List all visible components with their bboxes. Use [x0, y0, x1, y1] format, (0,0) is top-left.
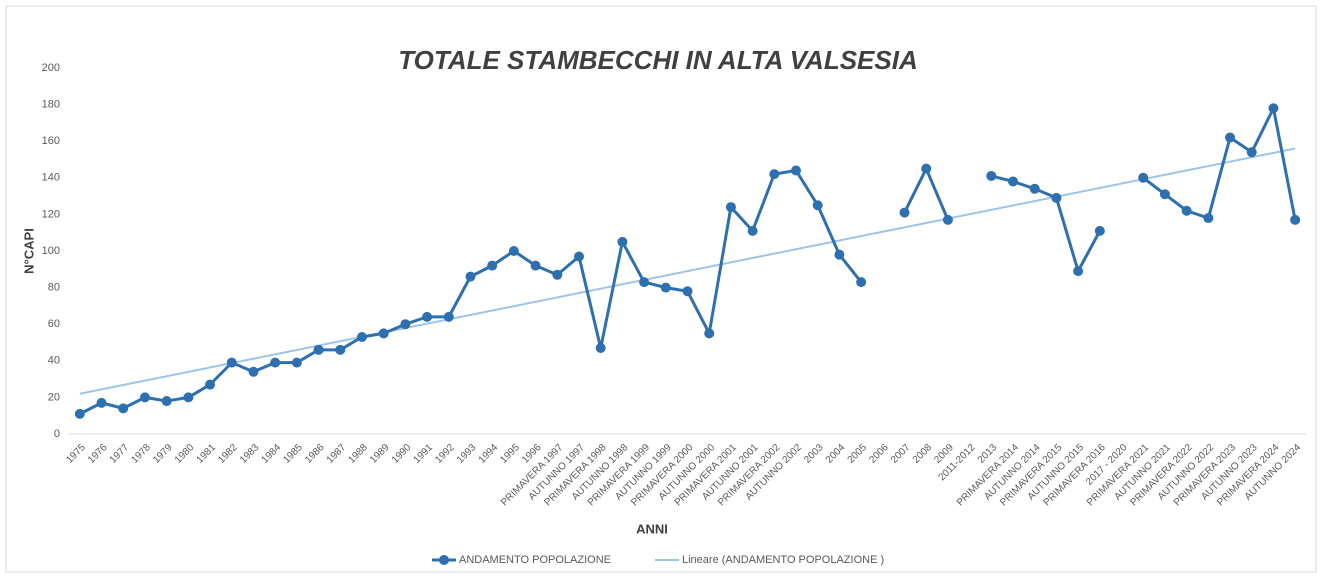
point: [921, 163, 932, 174]
point: [660, 282, 671, 293]
point: [313, 344, 324, 355]
point: [1246, 147, 1257, 158]
point: [1203, 213, 1214, 224]
y-tick-label: 140: [42, 172, 60, 184]
point: [248, 366, 259, 377]
point: [400, 319, 411, 330]
point: [812, 200, 823, 211]
legend-swatch: [439, 555, 449, 565]
point: [1181, 205, 1192, 216]
point: [1268, 103, 1279, 114]
point: [139, 392, 150, 403]
y-tick-label: 40: [48, 355, 60, 367]
y-tick-label: 80: [48, 282, 60, 294]
point: [487, 260, 498, 271]
y-tick-label: 180: [42, 99, 60, 111]
y-tick-label: 60: [48, 318, 60, 330]
point: [1094, 225, 1105, 236]
point: [1008, 176, 1019, 187]
point: [856, 277, 867, 288]
point: [530, 260, 541, 271]
y-tick-label: 20: [48, 391, 60, 403]
y-axis-label: N°CAPI: [21, 228, 36, 274]
y-tick-label: 160: [42, 135, 60, 147]
y-tick-label: 200: [42, 62, 60, 74]
point: [1159, 189, 1170, 200]
point: [183, 392, 194, 403]
legend-label: ANDAMENTO POPOLAZIONE: [459, 554, 611, 566]
point: [725, 202, 736, 213]
point: [682, 286, 693, 297]
point: [747, 225, 758, 236]
point: [1029, 183, 1040, 194]
point: [552, 269, 563, 280]
chart-title: TOTALE STAMBECCHI IN ALTA VALSESIA: [398, 45, 918, 75]
point: [639, 277, 650, 288]
point: [465, 271, 476, 282]
point: [270, 357, 281, 368]
point: [573, 251, 584, 262]
point: [1138, 172, 1149, 183]
point: [74, 408, 85, 419]
point: [422, 311, 433, 322]
legend-label: Lineare (ANDAMENTO POPOLAZIONE ): [682, 554, 884, 566]
trendline: [79, 147, 1296, 395]
point: [226, 357, 237, 368]
point: [161, 396, 172, 407]
point: [1225, 132, 1236, 143]
point: [96, 397, 107, 408]
point: [443, 311, 454, 322]
point: [1051, 192, 1062, 203]
point: [617, 236, 628, 247]
y-tick-label: 120: [42, 208, 60, 220]
point: [769, 169, 780, 180]
point: [834, 249, 845, 260]
point: [378, 328, 389, 339]
point: [508, 246, 519, 256]
point: [942, 214, 953, 225]
point: [704, 328, 715, 339]
point: [595, 342, 606, 353]
y-tick-label: 100: [42, 245, 60, 257]
y-tick-label: 0: [54, 428, 60, 440]
point: [791, 165, 802, 176]
x-axis-label: ANNI: [636, 521, 668, 536]
point: [356, 332, 367, 343]
point: [335, 344, 346, 355]
point: [291, 357, 302, 368]
point: [899, 207, 910, 218]
point: [986, 170, 997, 181]
point: [1073, 266, 1084, 277]
point: [1290, 214, 1301, 225]
point: [118, 403, 129, 414]
point: [205, 379, 216, 390]
